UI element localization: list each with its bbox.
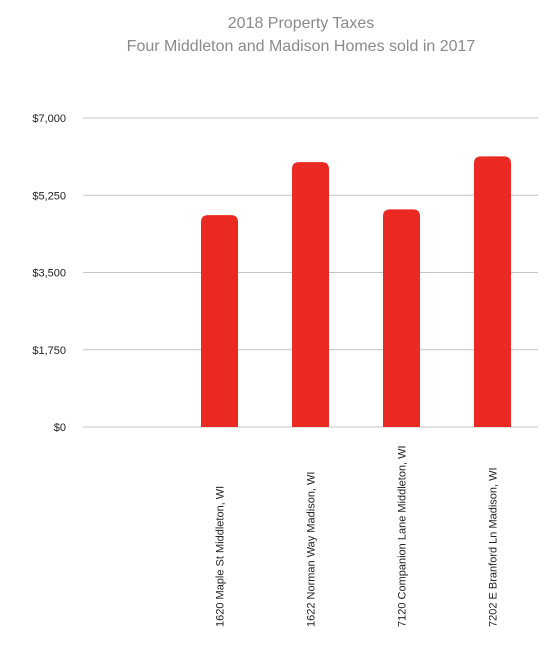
y-axis-tick-labels: $0 $1,750 $3,500 $5,250 $7,000 [32, 113, 66, 434]
x-category-label: 7202 E Branford Ln Madison, WI [488, 467, 500, 627]
bar [292, 162, 329, 427]
y-tick-label: $0 [54, 422, 66, 434]
bar [474, 156, 511, 427]
chart-title: 2018 Property Taxes [228, 15, 374, 32]
x-axis-category-labels: 1620 Maple St Middleton, WI 1622 Norman W… [215, 445, 500, 627]
bar [383, 209, 420, 427]
y-tick-label: $3,500 [32, 268, 66, 280]
y-tick-label: $5,250 [32, 190, 66, 202]
x-category-label: 7120 Companion Lane Middleton, WI [397, 445, 409, 627]
bars [201, 156, 511, 427]
x-category-label: 1620 Maple St Middleton, WI [215, 486, 227, 627]
chart-subtitle: Four Middleton and Madison Homes sold in… [127, 38, 476, 55]
x-category-label: 1622 Norman Way Madison, WI [306, 472, 318, 627]
y-tick-label: $1,750 [32, 345, 66, 357]
y-tick-label: $7,000 [32, 113, 66, 125]
bar [201, 215, 238, 427]
